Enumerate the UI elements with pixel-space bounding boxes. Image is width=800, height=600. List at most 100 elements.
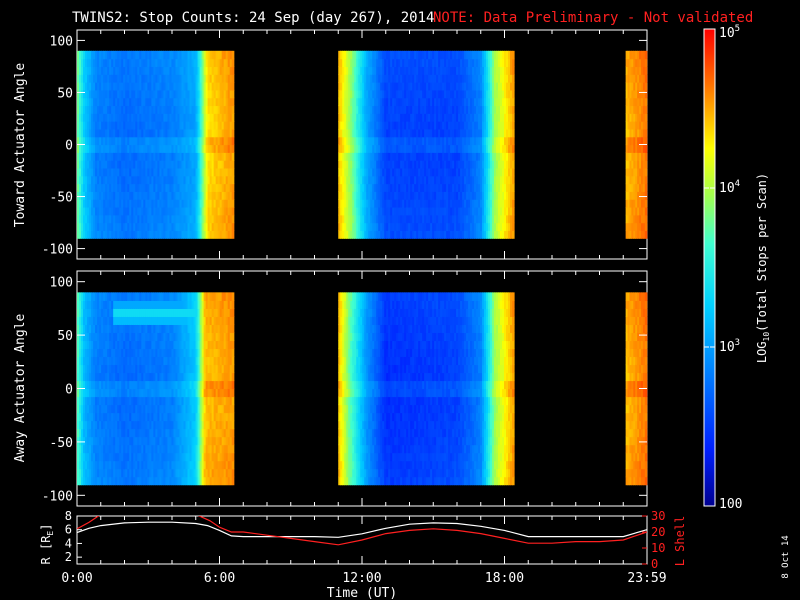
- away-cell: [93, 396, 96, 406]
- away-cell: [115, 396, 118, 406]
- toward-cell: [141, 152, 144, 161]
- toward-cell: [105, 199, 108, 208]
- away-cell: [115, 300, 118, 309]
- toward-cell: [217, 175, 221, 185]
- away-cell: [99, 412, 102, 422]
- toward-cell: [87, 128, 90, 138]
- toward-cell: [105, 160, 108, 169]
- toward-cell: [456, 167, 459, 177]
- toward-cell: [117, 136, 120, 146]
- toward-cell: [169, 97, 173, 107]
- toward-cell: [93, 136, 96, 146]
- toward-cell: [627, 58, 631, 68]
- toward-cell: [109, 144, 112, 153]
- toward-cell: [77, 136, 80, 146]
- toward-cell: [362, 105, 365, 114]
- toward-cell: [139, 50, 142, 60]
- toward-cell: [414, 230, 417, 239]
- toward-cell: [131, 222, 134, 231]
- toward-cell: [640, 113, 644, 122]
- toward-cell: [191, 230, 195, 239]
- toward-cell: [642, 152, 646, 161]
- toward-cell: [394, 74, 397, 83]
- toward-cell: [354, 128, 357, 138]
- toward-cell: [111, 214, 114, 224]
- toward-cell: [119, 183, 122, 192]
- away-cell: [95, 372, 98, 382]
- toward-cell: [338, 160, 341, 169]
- toward-cell: [117, 58, 120, 68]
- toward-cell: [77, 128, 80, 138]
- toward-cell: [121, 191, 124, 200]
- toward-cell: [340, 214, 343, 224]
- toward-cell: [364, 152, 367, 161]
- toward-cell: [209, 121, 213, 130]
- away-cell: [77, 444, 80, 454]
- toward-cell: [460, 136, 463, 146]
- away-cell: [103, 468, 106, 478]
- toward-cell: [217, 121, 221, 130]
- away-cell: [93, 356, 96, 366]
- toward-cell: [135, 82, 138, 91]
- toward-cell: [177, 50, 181, 60]
- toward-cell: [354, 113, 357, 122]
- toward-cell: [631, 136, 634, 146]
- toward-cell: [380, 105, 383, 114]
- toward-cell: [159, 74, 163, 83]
- toward-cell: [386, 113, 389, 122]
- toward-cell: [77, 167, 80, 177]
- toward-cell: [145, 128, 148, 138]
- toward-cell: [486, 167, 489, 177]
- toward-cell: [350, 74, 353, 83]
- toward-cell: [354, 66, 357, 75]
- toward-cell: [398, 175, 401, 185]
- toward-cell: [225, 89, 229, 99]
- toward-cell: [143, 206, 146, 216]
- toward-cell: [183, 160, 187, 169]
- toward-cell: [350, 175, 353, 185]
- toward-cell: [83, 58, 86, 68]
- toward-cell: [171, 230, 175, 239]
- toward-cell: [474, 175, 477, 185]
- toward-cell: [101, 144, 104, 153]
- away-cell: [107, 436, 110, 446]
- toward-cell: [193, 74, 197, 83]
- toward-cell: [450, 175, 453, 185]
- toward-cell: [426, 58, 429, 68]
- toward-cell: [177, 230, 181, 239]
- toward-cell: [635, 74, 638, 83]
- toward-cell: [340, 199, 343, 208]
- toward-cell: [185, 105, 189, 114]
- toward-cell: [382, 160, 385, 169]
- toward-cell: [227, 175, 231, 185]
- toward-cell: [143, 136, 146, 146]
- toward-cell: [378, 50, 381, 60]
- toward-cell: [348, 214, 351, 224]
- toward-cell: [85, 175, 88, 185]
- toward-cell: [458, 191, 461, 200]
- toward-cell: [91, 222, 94, 231]
- toward-cell: [211, 58, 215, 68]
- toward-cell: [440, 214, 443, 224]
- toward-cell: [342, 89, 345, 99]
- toward-cell: [384, 82, 387, 91]
- toward-cell: [197, 82, 201, 91]
- toward-cell: [452, 66, 455, 75]
- toward-cell: [221, 66, 225, 75]
- toward-cell: [143, 222, 146, 231]
- away-cell: [77, 356, 80, 366]
- toward-cell: [348, 183, 351, 192]
- toward-cell: [135, 74, 138, 83]
- toward-cell: [352, 66, 355, 75]
- toward-cell: [131, 74, 134, 83]
- toward-cell: [444, 105, 447, 114]
- toward-cell: [219, 113, 223, 122]
- toward-cell: [229, 105, 233, 114]
- away-cell: [107, 404, 110, 414]
- away-cell: [127, 316, 130, 326]
- toward-cell: [169, 89, 173, 99]
- toward-cell: [432, 214, 435, 224]
- toward-cell: [362, 222, 365, 231]
- toward-cell: [219, 105, 223, 114]
